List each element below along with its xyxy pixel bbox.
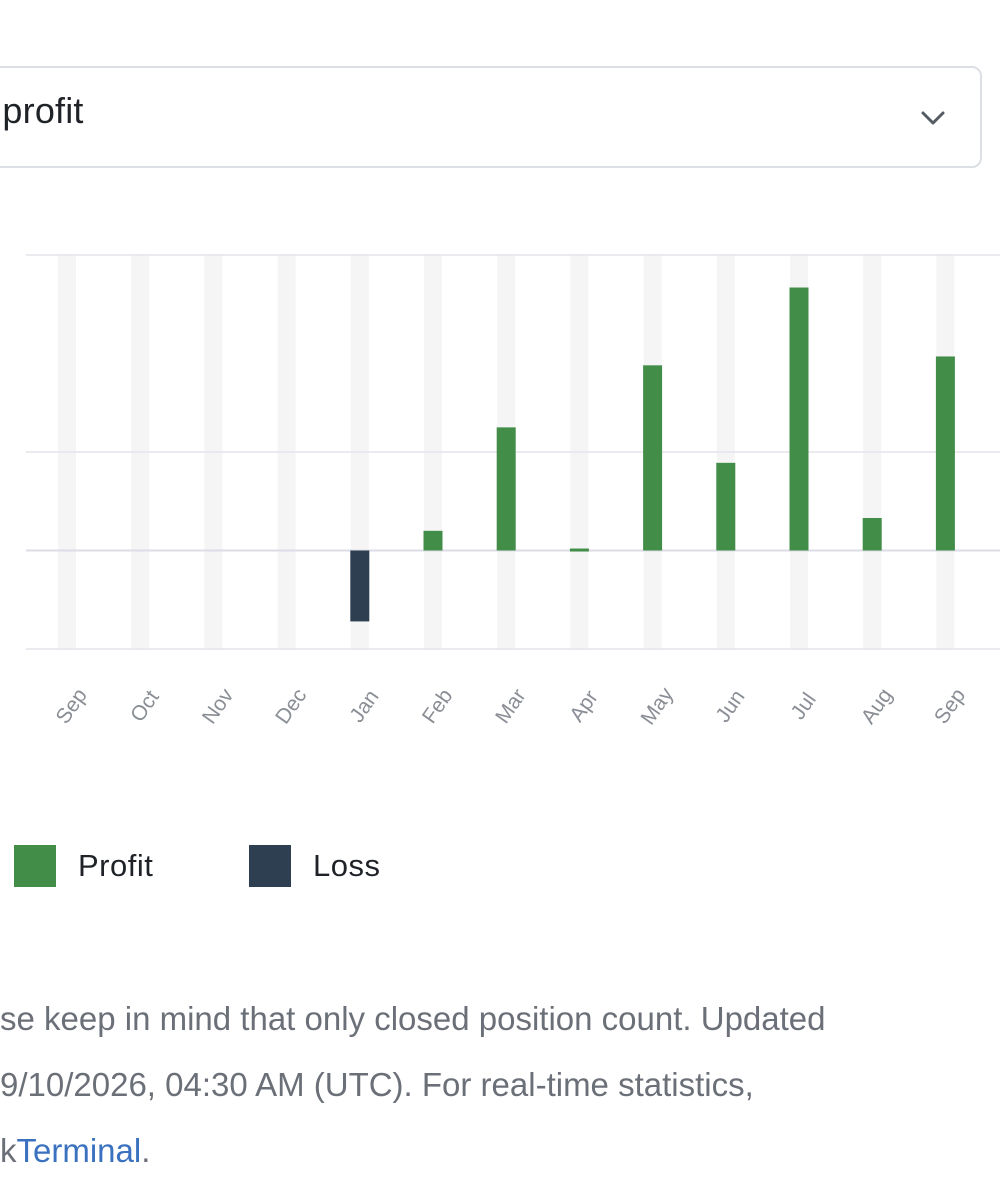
profit-bar bbox=[643, 365, 663, 551]
profit-bar bbox=[935, 356, 955, 551]
terminal-link[interactable]: Terminal bbox=[16, 1132, 142, 1169]
legend-label-loss: Loss bbox=[313, 848, 381, 883]
x-tick-label: Jan bbox=[345, 686, 383, 727]
legend-swatch-loss bbox=[249, 845, 291, 887]
legend-swatch-profit bbox=[14, 845, 56, 887]
chart-legend: Profit Loss bbox=[0, 842, 1000, 890]
profit-loss-chart: Sep Oct Nov Dec Jan Feb Mar Apr May Jun Jul Aug Sep bbox=[26, 254, 1000, 729]
x-tick-label: Apr bbox=[565, 686, 603, 726]
profit-bar bbox=[423, 530, 443, 551]
profit-bar bbox=[862, 517, 882, 551]
metric-select-value: t profit bbox=[0, 90, 84, 131]
metric-select[interactable]: t profit bbox=[0, 66, 982, 168]
x-tick-label: Oct bbox=[126, 686, 164, 726]
x-tick-label: Sep bbox=[52, 684, 92, 728]
disclaimer-note: se keep in mind that only closed positio… bbox=[0, 986, 1000, 1184]
x-tick-label: Nov bbox=[198, 684, 239, 728]
x-tick-label: Mar bbox=[491, 685, 531, 728]
x-tick-label: May bbox=[636, 683, 678, 729]
x-tick-label: Jun bbox=[711, 686, 749, 727]
x-tick-label: Jul bbox=[787, 689, 821, 724]
note-line-3-prefix: k bbox=[0, 1132, 17, 1169]
x-tick-label: Sep bbox=[930, 684, 970, 728]
x-tick-label: Dec bbox=[271, 684, 311, 728]
legend-item-profit: Profit bbox=[14, 842, 153, 890]
profit-bar bbox=[789, 287, 809, 551]
note-line-2: 9/10/2026, 04:30 AM (UTC). For real-time… bbox=[0, 1066, 754, 1103]
profit-bar bbox=[716, 462, 736, 551]
chevron-down-icon bbox=[921, 111, 945, 125]
profit-bar bbox=[496, 427, 516, 551]
profit-bar bbox=[569, 548, 589, 552]
note-line-3-suffix: . bbox=[141, 1132, 151, 1169]
legend-label-profit: Profit bbox=[78, 848, 154, 883]
legend-item-loss: Loss bbox=[249, 842, 380, 890]
note-line-3: kTerminal. bbox=[0, 1118, 1000, 1184]
x-tick-label: Aug bbox=[857, 684, 897, 728]
loss-bar bbox=[350, 550, 370, 622]
x-tick-label: Feb bbox=[418, 685, 458, 728]
note-line-1: se keep in mind that only closed positio… bbox=[0, 1000, 826, 1037]
